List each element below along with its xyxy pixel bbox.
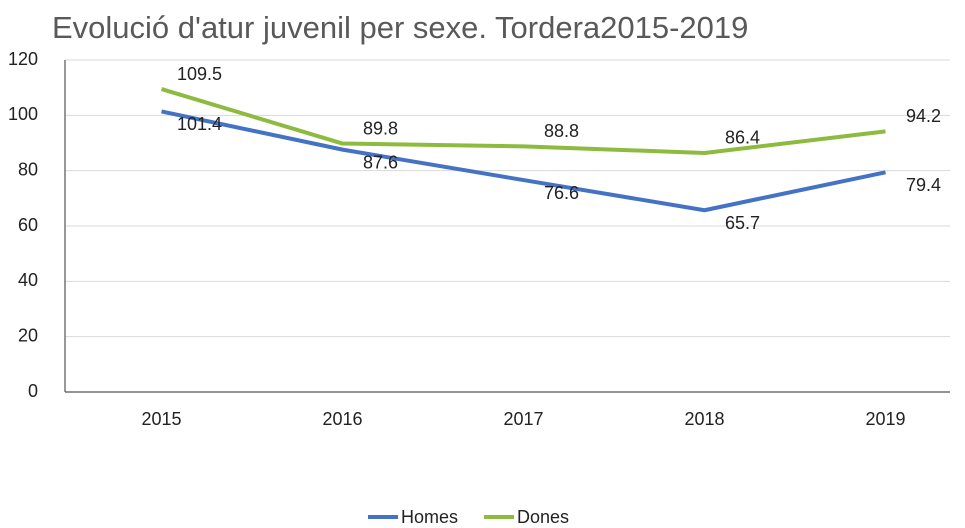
x-tick-label: 2016 (322, 409, 362, 429)
data-label: 89.8 (363, 118, 398, 138)
data-label: 79.4 (906, 175, 941, 195)
x-tick-label: 2015 (141, 409, 181, 429)
data-label: 101.4 (177, 114, 222, 134)
data-label: 94.2 (906, 106, 941, 126)
data-label: 86.4 (725, 128, 760, 148)
legend-label: Homes (401, 507, 458, 527)
y-tick-label: 60 (18, 215, 38, 235)
data-label: 65.7 (725, 213, 760, 233)
data-label: 87.6 (363, 152, 398, 172)
data-label: 88.8 (544, 121, 579, 141)
y-tick-label: 40 (18, 270, 38, 290)
x-tick-label: 2017 (503, 409, 543, 429)
line-series (161, 109, 886, 213)
y-tick-label: 80 (18, 159, 38, 179)
data-label: 76.6 (544, 183, 579, 203)
line-series (160, 87, 886, 155)
x-tick-label: 2018 (684, 409, 724, 429)
y-tick-label: 100 (8, 104, 38, 124)
legend-label: Dones (517, 507, 569, 527)
chart-title: Evolució d'atur juvenil per sexe. Torder… (52, 10, 748, 45)
y-tick-label: 0 (28, 381, 38, 401)
x-tick-label: 2019 (865, 409, 905, 429)
y-tick-label: 20 (18, 325, 38, 345)
data-label: 109.5 (177, 64, 222, 84)
y-tick-label: 120 (8, 49, 38, 69)
